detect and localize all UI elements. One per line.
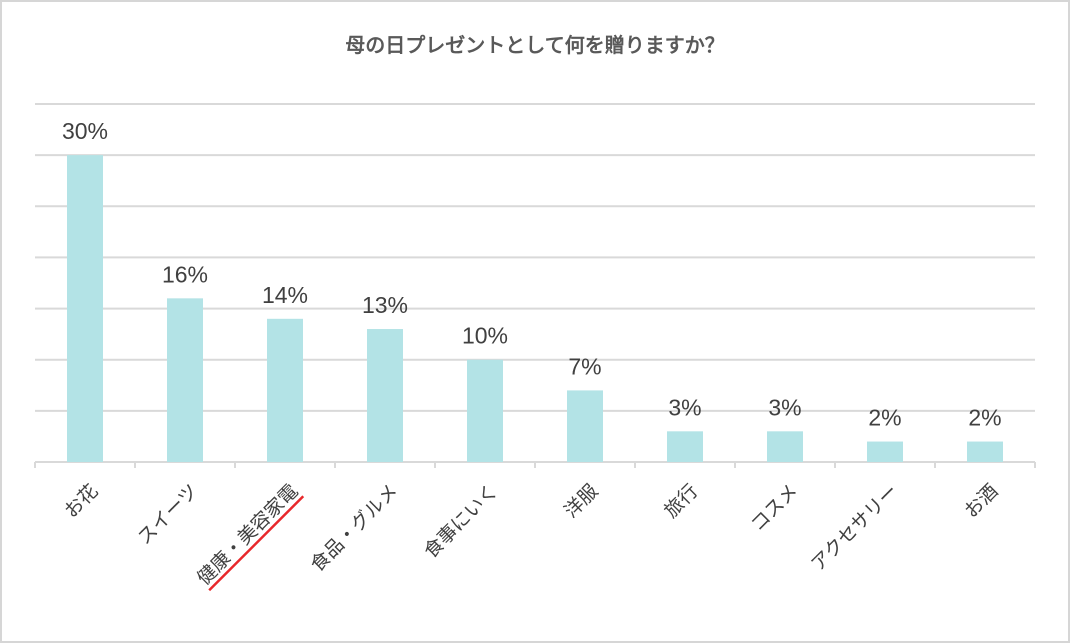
x-axis	[34, 461, 1036, 468]
category-label: 食品・グルメ	[306, 480, 402, 576]
highlight-underline	[208, 495, 305, 592]
bar	[467, 359, 503, 462]
bar	[967, 441, 1003, 462]
data-label: 7%	[568, 353, 601, 379]
category-label: 食事にいく	[420, 480, 503, 563]
category-label: コスメ	[747, 480, 803, 536]
bar	[567, 390, 603, 462]
category-label: 健康・美容家電	[193, 480, 303, 590]
data-label: 2%	[968, 405, 1001, 431]
category-label: お花	[60, 480, 102, 522]
bar	[767, 431, 803, 462]
chart-title: 母の日プレゼントとして何を贈りますか？	[345, 33, 724, 57]
data-label: 14%	[262, 282, 308, 308]
data-label: 16%	[162, 261, 208, 287]
category-label: お酒	[960, 480, 1002, 522]
value-labels: 30% 16% 14% 13% 10% 7% 3% 3% 2% 2%	[62, 118, 1002, 430]
bar	[167, 298, 203, 462]
bar	[367, 329, 403, 462]
category-label: 旅行	[660, 480, 702, 522]
bar	[867, 441, 903, 462]
data-label: 2%	[868, 405, 901, 431]
category-label: 洋服	[560, 480, 602, 522]
data-label: 13%	[362, 292, 408, 318]
category-label: アクセサリー	[807, 480, 903, 576]
bars	[67, 155, 1003, 462]
data-label: 3%	[668, 394, 701, 420]
bar	[667, 431, 703, 462]
bar	[267, 318, 303, 462]
bar	[67, 155, 103, 462]
data-label: 3%	[768, 394, 801, 420]
data-label: 30%	[62, 118, 108, 144]
data-label: 10%	[462, 323, 508, 349]
category-label: スイーツ	[134, 480, 203, 549]
